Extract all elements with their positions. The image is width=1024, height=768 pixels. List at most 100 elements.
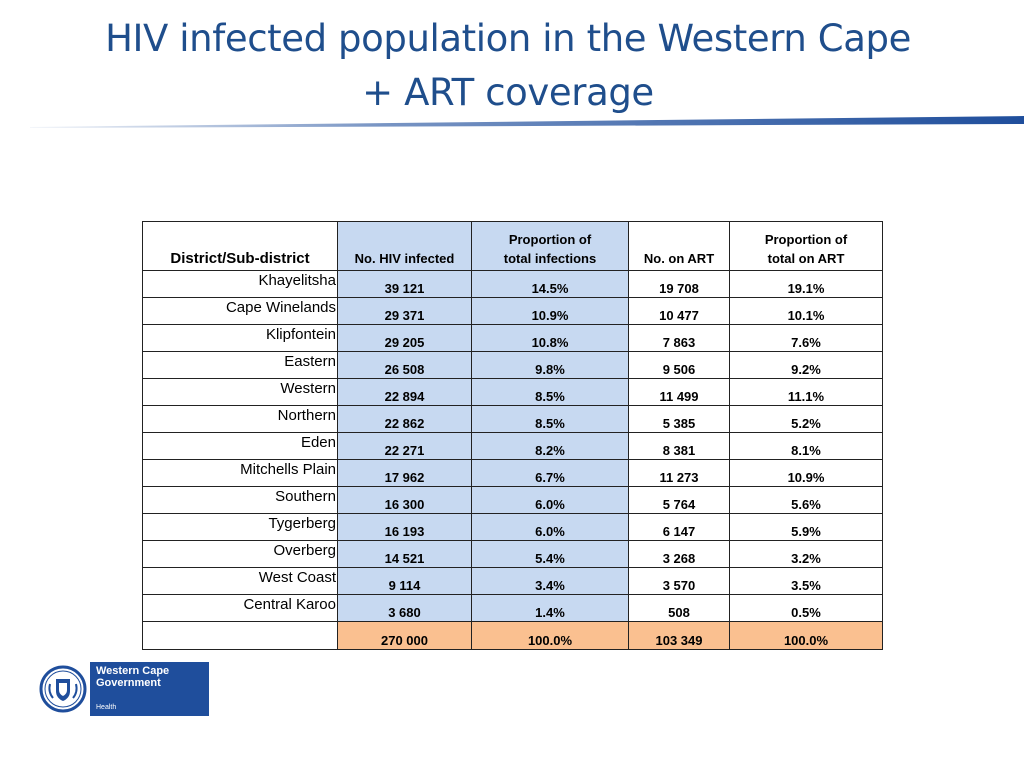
header-proportion-art: Proportion of total on ART (729, 221, 883, 271)
table-row: Klipfontein 29 205 10.8% 7 863 7.6% (142, 324, 883, 352)
western-cape-government-logo: Western Cape Government Health (36, 662, 209, 716)
cell-hiv-infected: 22 894 (337, 378, 472, 406)
cell-proportion-art: 5.9% (729, 513, 883, 541)
cell-on-art: 10 477 (628, 297, 730, 325)
cell-proportion-infections: 10.8% (471, 324, 629, 352)
cell-hiv-infected: 17 962 (337, 459, 472, 487)
cell-proportion-infections: 14.5% (471, 270, 629, 298)
cell-proportion-infections: 6.7% (471, 459, 629, 487)
cell-proportion-infections: 100.0% (471, 621, 629, 650)
cell-on-art: 8 381 (628, 432, 730, 460)
table-row: Overberg 14 521 5.4% 3 268 3.2% (142, 540, 883, 568)
logo-text: Western Cape Government Health (90, 662, 209, 716)
table-row: Central Karoo 3 680 1.4% 508 0.5% (142, 594, 883, 622)
cell-proportion-infections: 9.8% (471, 351, 629, 379)
cell-district: West Coast (142, 567, 338, 595)
hiv-art-table: District/Sub-district No. HIV infected P… (142, 221, 883, 650)
header-proportion-infections: Proportion of total infections (471, 221, 629, 271)
cell-proportion-art: 100.0% (729, 621, 883, 650)
cell-hiv-infected: 9 114 (337, 567, 472, 595)
cell-proportion-art: 10.9% (729, 459, 883, 487)
cell-proportion-art: 5.6% (729, 486, 883, 514)
cell-hiv-infected: 3 680 (337, 594, 472, 622)
cell-district: Klipfontein (142, 324, 338, 352)
logo-department: Health (96, 704, 117, 711)
header-district: District/Sub-district (142, 221, 338, 271)
table-row: Southern 16 300 6.0% 5 764 5.6% (142, 486, 883, 514)
cell-proportion-infections: 6.0% (471, 513, 629, 541)
cell-on-art: 11 273 (628, 459, 730, 487)
cell-proportion-art: 8.1% (729, 432, 883, 460)
cell-proportion-infections: 10.9% (471, 297, 629, 325)
cell-on-art: 3 268 (628, 540, 730, 568)
cell-proportion-art: 0.5% (729, 594, 883, 622)
cell-proportion-infections: 3.4% (471, 567, 629, 595)
title-line-2: + ART coverage (362, 71, 654, 114)
table-row: Mitchells Plain 17 962 6.7% 11 273 10.9% (142, 459, 883, 487)
cell-on-art: 508 (628, 594, 730, 622)
logo-name-line2: Government (96, 677, 161, 689)
cell-proportion-art: 3.2% (729, 540, 883, 568)
cell-proportion-infections: 8.5% (471, 378, 629, 406)
cell-on-art: 3 570 (628, 567, 730, 595)
cell-on-art: 9 506 (628, 351, 730, 379)
cell-district: Mitchells Plain (142, 459, 338, 487)
cell-district: Southern (142, 486, 338, 514)
header-on-art: No. on ART (628, 221, 730, 271)
slide-title: HIV infected population in the Western C… (0, 12, 1016, 120)
cell-proportion-art: 9.2% (729, 351, 883, 379)
cell-on-art: 6 147 (628, 513, 730, 541)
cell-district: Eden (142, 432, 338, 460)
cell-hiv-infected: 270 000 (337, 621, 472, 650)
cell-district: Eastern (142, 351, 338, 379)
cell-hiv-infected: 39 121 (337, 270, 472, 298)
cell-proportion-infections: 8.2% (471, 432, 629, 460)
cell-on-art: 11 499 (628, 378, 730, 406)
cell-hiv-infected: 16 300 (337, 486, 472, 514)
cell-district: Central Karoo (142, 594, 338, 622)
cell-district: Northern (142, 405, 338, 433)
cell-district: Cape Winelands (142, 297, 338, 325)
cell-on-art: 19 708 (628, 270, 730, 298)
cell-hiv-infected: 29 205 (337, 324, 472, 352)
header-proportion-infections-line1: Proportion of (508, 232, 592, 247)
cell-hiv-infected: 14 521 (337, 540, 472, 568)
cell-proportion-infections: 1.4% (471, 594, 629, 622)
cell-proportion-art: 7.6% (729, 324, 883, 352)
header-hiv-infected: No. HIV infected (337, 221, 472, 271)
cell-proportion-art: 5.2% (729, 405, 883, 433)
coat-of-arms-emblem-icon (36, 662, 90, 716)
cell-district: Khayelitsha (142, 270, 338, 298)
table-row: West Coast 9 114 3.4% 3 570 3.5% (142, 567, 883, 595)
cell-proportion-art: 19.1% (729, 270, 883, 298)
cell-proportion-art: 11.1% (729, 378, 883, 406)
cell-district (142, 621, 338, 650)
cell-proportion-infections: 5.4% (471, 540, 629, 568)
cell-district: Tygerberg (142, 513, 338, 541)
header-proportion-infections-line2: total infections (503, 251, 597, 266)
title-line-1: HIV infected population in the Western C… (105, 17, 911, 60)
cell-on-art: 5 764 (628, 486, 730, 514)
cell-hiv-infected: 22 271 (337, 432, 472, 460)
table-row: Northern 22 862 8.5% 5 385 5.2% (142, 405, 883, 433)
table-row: Eastern 26 508 9.8% 9 506 9.2% (142, 351, 883, 379)
cell-on-art: 5 385 (628, 405, 730, 433)
logo-name-line1: Western Cape (96, 665, 170, 677)
cell-proportion-infections: 8.5% (471, 405, 629, 433)
table-total-row: 270 000 100.0% 103 349 100.0% (142, 621, 883, 650)
cell-on-art: 7 863 (628, 324, 730, 352)
table-row: Tygerberg 16 193 6.0% 6 147 5.9% (142, 513, 883, 541)
cell-proportion-art: 3.5% (729, 567, 883, 595)
title-underline (30, 116, 1024, 128)
cell-district: Overberg (142, 540, 338, 568)
table-row: Eden 22 271 8.2% 8 381 8.1% (142, 432, 883, 460)
table-header-row: District/Sub-district No. HIV infected P… (142, 221, 883, 271)
table-row: Western 22 894 8.5% 11 499 11.1% (142, 378, 883, 406)
table-row: Cape Winelands 29 371 10.9% 10 477 10.1% (142, 297, 883, 325)
cell-district: Western (142, 378, 338, 406)
cell-hiv-infected: 26 508 (337, 351, 472, 379)
cell-proportion-infections: 6.0% (471, 486, 629, 514)
table-row: Khayelitsha 39 121 14.5% 19 708 19.1% (142, 270, 883, 298)
header-proportion-art-line1: Proportion of (764, 232, 848, 247)
cell-proportion-art: 10.1% (729, 297, 883, 325)
